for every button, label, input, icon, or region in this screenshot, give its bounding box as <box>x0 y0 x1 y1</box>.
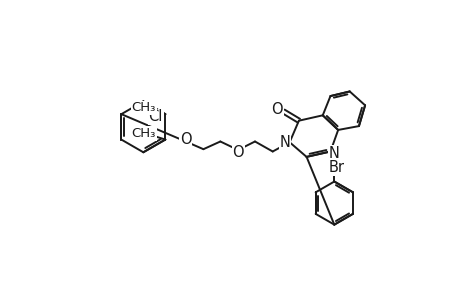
Text: O: O <box>232 145 243 160</box>
Text: CH₃: CH₃ <box>131 127 156 140</box>
Text: Br: Br <box>328 160 344 175</box>
Text: O: O <box>179 132 191 147</box>
Text: N: N <box>328 146 339 160</box>
Text: O: O <box>271 102 283 117</box>
Text: N: N <box>279 135 290 150</box>
Text: CH₃: CH₃ <box>131 101 156 115</box>
Text: Cl: Cl <box>148 109 162 124</box>
